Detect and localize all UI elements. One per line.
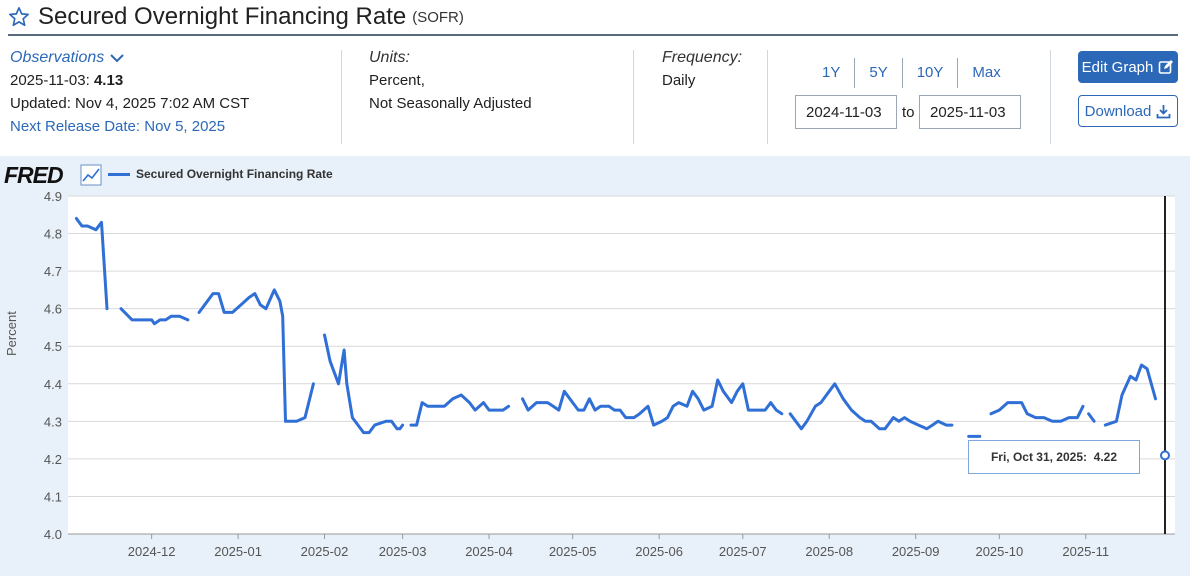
observations-label: Observations: [10, 49, 105, 66]
units-line2: Not Seasonally Adjusted: [369, 95, 532, 112]
observations-block: Observations 2025-11-03: 4.13 Updated: N…: [10, 46, 249, 138]
start-date-input[interactable]: [795, 95, 897, 129]
y-axis-label: Percent: [4, 311, 19, 356]
x-tick-label: 2025-04: [465, 544, 513, 559]
x-tick-label: 2025-01: [214, 544, 262, 559]
sofr-line-chart[interactable]: 4.0 4.1 4.2 4.3 4.4 4.5 4.6 4.7 4.8 4.9 2024-12 202…: [0, 156, 1190, 576]
edit-icon: [1159, 60, 1174, 74]
tooltip-value: 4.22: [1093, 450, 1118, 464]
divider: [1050, 50, 1051, 144]
plot-area: [68, 196, 1175, 534]
star-outline-icon[interactable]: [8, 6, 30, 28]
y-tick-label: 4.6: [44, 302, 62, 317]
divider: [341, 50, 342, 144]
chevron-down-icon: [110, 53, 124, 62]
to-label: to: [902, 104, 915, 121]
x-tick-label: 2024-12: [128, 544, 176, 559]
observations-toggle[interactable]: Observations: [10, 46, 249, 69]
x-tick-label: 2025-09: [892, 544, 940, 559]
series-line-segment: [1103, 363, 1157, 427]
chart-tooltip: Fri, Oct 31, 2025: 4.22: [968, 440, 1140, 474]
latest-observation: 2025-11-03: 4.13: [10, 69, 249, 92]
hover-point: [1160, 450, 1170, 461]
download-icon: [1156, 104, 1171, 118]
series-line-segment: [1087, 412, 1096, 423]
divider: [767, 50, 768, 144]
download-button[interactable]: Download: [1078, 95, 1178, 127]
units-line1: Percent,: [369, 72, 425, 89]
x-tick-label: 2025-02: [301, 544, 349, 559]
series-line-segment: [74, 217, 109, 311]
series-line-segment: [989, 401, 1085, 423]
series-line-segment: [197, 288, 315, 423]
x-tick-label: 2025-07: [719, 544, 767, 559]
x-tick-label: 2025-05: [549, 544, 597, 559]
y-tick-label: 4.9: [44, 189, 62, 204]
y-tick-label: 4.0: [44, 527, 62, 542]
x-tick-label: 2025-11: [1062, 544, 1109, 559]
frequency-value: Daily: [662, 72, 696, 89]
y-tick-label: 4.1: [44, 489, 62, 504]
divider: [633, 50, 634, 144]
legend-label: Secured Overnight Financing Rate: [136, 167, 333, 181]
series-code: (SOFR): [412, 8, 464, 26]
series-line-segment: [521, 378, 784, 427]
y-tick-label: 4.4: [44, 377, 62, 392]
y-tick-label: 4.3: [44, 414, 62, 429]
observation-value: 4.13: [93, 72, 124, 89]
units-label: Units:: [369, 49, 410, 66]
x-tick-label: 2025-03: [379, 544, 427, 559]
updated-text: Updated: Nov 4, 2025 7:02 AM CST: [10, 95, 250, 112]
range-5y-link[interactable]: 5Y: [855, 58, 903, 88]
edit-graph-label: Edit Graph: [1081, 58, 1154, 76]
series-line-segment: [323, 333, 405, 435]
chart-line-icon: [80, 164, 102, 186]
next-release-link[interactable]: Next Release Date: Nov 5, 2025: [10, 118, 226, 135]
units-block: Units: Percent, Not Seasonally Adjusted: [369, 46, 532, 115]
end-date-input[interactable]: [919, 95, 1021, 129]
y-tick-label: 4.2: [44, 452, 62, 467]
range-10y-link[interactable]: 10Y: [903, 58, 959, 88]
x-tick-label: 2025-08: [805, 544, 853, 559]
series-line-segment: [119, 307, 190, 326]
range-links: 1Y 5Y 10Y Max: [808, 58, 1015, 88]
range-1y-link[interactable]: 1Y: [808, 58, 856, 88]
y-tick-label: 4.8: [44, 227, 62, 242]
edit-graph-button[interactable]: Edit Graph: [1078, 51, 1178, 83]
y-tick-label: 4.5: [44, 339, 62, 354]
legend-swatch: [108, 172, 130, 176]
tooltip-label: Fri, Oct 31, 2025:: [990, 450, 1087, 464]
y-tick-label: 4.7: [44, 264, 62, 279]
chart-legend: Secured Overnight Financing Rate: [108, 167, 333, 181]
observation-date: 2025-11-03:: [10, 72, 90, 89]
series-line-segment: [788, 382, 954, 431]
range-max-link[interactable]: Max: [972, 64, 1001, 81]
frequency-block: Frequency: Daily: [662, 46, 742, 92]
page-title: Secured Overnight Financing Rate: [38, 3, 407, 30]
series-line-segment: [409, 393, 511, 427]
x-tick-label: 2025-06: [635, 544, 683, 559]
series-title-bar: Secured Overnight Financing Rate (SOFR): [8, 0, 1178, 36]
frequency-label: Frequency:: [662, 49, 743, 66]
fred-logo: FRED: [4, 162, 64, 188]
download-label: Download: [1084, 102, 1152, 120]
x-tick-label: 2025-10: [975, 544, 1023, 559]
